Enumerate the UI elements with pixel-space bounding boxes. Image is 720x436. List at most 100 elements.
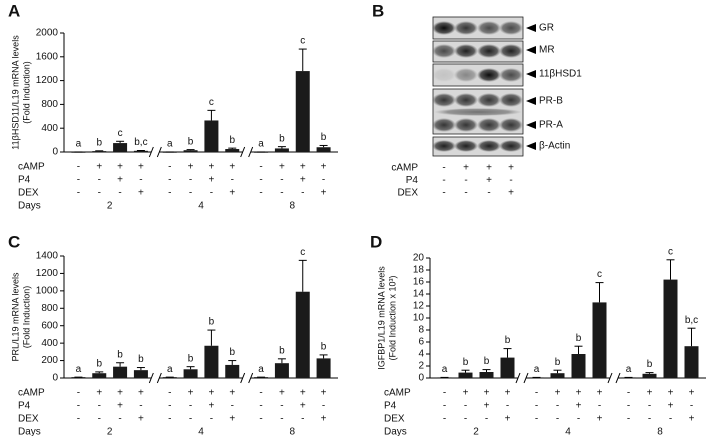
condition-label: cAMP [391,163,418,174]
band-arrow [526,121,536,129]
condition-sign: + [188,162,194,173]
bar [92,373,107,378]
significance-label: c [597,269,602,280]
significance-label: b [117,349,123,360]
y-tick-label: 800 [41,303,58,314]
y-tick-label: 2 [418,361,424,372]
condition-sign: - [259,414,262,425]
condition-sign: - [442,175,445,186]
condition-sign: - [259,188,262,199]
condition-sign: - [98,401,101,412]
condition-label: DEX [397,188,418,199]
condition-sign: + [300,401,306,412]
condition-label: P4 [384,401,397,412]
condition-sign: - [627,401,630,412]
condition-sign: + [279,162,285,173]
group-label: 8 [290,201,296,212]
condition-sign: - [189,414,192,425]
bar [642,373,657,378]
x-axis-label: Days [384,427,407,436]
condition-sign: - [98,414,101,425]
bar [225,149,240,152]
condition-sign: + [597,414,603,425]
condition-sign: + [117,175,123,186]
condition-sign: + [300,162,306,173]
y-tick-label: 1000 [36,285,59,296]
condition-sign: - [231,401,234,412]
y-tick-label: 1600 [36,51,59,62]
condition-sign: + [208,388,214,399]
condition-sign: + [647,388,653,399]
band-arrow [526,97,536,105]
y-tick-label: 400 [41,123,58,134]
y-tick-label: 0 [418,373,424,384]
condition-sign: - [322,401,325,412]
significance-label: a [167,364,173,375]
y-tick-label: 10 [413,313,425,324]
y-axis-label: (Fold Induction) [21,286,31,349]
condition-sign: + [117,162,123,173]
blot-band [499,68,523,82]
significance-label: b,c [134,137,147,148]
condition-sign: - [118,414,121,425]
blot-band [477,21,501,35]
significance-label: c [300,36,305,47]
condition-sign: + [229,188,235,199]
condition-sign: + [138,388,144,399]
group-label: 8 [290,427,296,436]
condition-sign: - [280,414,283,425]
condition-sign: - [77,414,80,425]
y-tick-label: 1200 [36,268,59,279]
group-label: 4 [565,427,571,436]
bar [183,150,198,152]
band-label: PR-B [539,96,563,107]
condition-sign: + [300,388,306,399]
bar [113,366,128,378]
condition-sign: + [138,162,144,173]
condition-sign: + [505,388,511,399]
condition-sign: - [669,414,672,425]
bar [133,150,148,152]
blot-band [434,108,522,116]
blot-band [454,93,478,107]
y-tick-label: 1200 [36,75,59,86]
condition-sign: - [464,401,467,412]
y-tick-label: 8 [418,325,424,336]
condition-label: cAMP [384,388,411,399]
bar [274,363,289,378]
group-label: 2 [473,427,479,436]
significance-label: a [442,364,448,375]
condition-sign: - [648,414,651,425]
condition-sign: + [229,388,235,399]
condition-sign: + [486,175,492,186]
bar [133,370,148,378]
blot-band [499,118,523,132]
bar [113,143,128,152]
condition-sign: - [77,401,80,412]
condition-sign: + [576,401,582,412]
significance-label: b [229,135,235,146]
condition-sign: + [229,162,235,173]
blot-band [477,44,501,58]
y-tick-label: 800 [41,99,58,110]
condition-sign: - [168,388,171,399]
y-tick-label: 0 [52,147,58,158]
condition-sign: - [77,162,80,173]
condition-sign: - [648,401,651,412]
bar [316,147,331,152]
condition-sign: + [463,388,469,399]
y-tick-label: 16 [413,277,425,288]
bar [316,358,331,378]
condition-label: cAMP [18,388,45,399]
bar [479,372,494,378]
significance-label: a [534,364,540,375]
blot-band [499,93,523,107]
blot-band [432,140,456,152]
condition-sign: - [598,401,601,412]
significance-label: b [647,359,653,370]
condition-sign: - [535,388,538,399]
panel-label: B [372,1,384,20]
band-arrow [526,46,536,54]
blot-band [477,118,501,132]
